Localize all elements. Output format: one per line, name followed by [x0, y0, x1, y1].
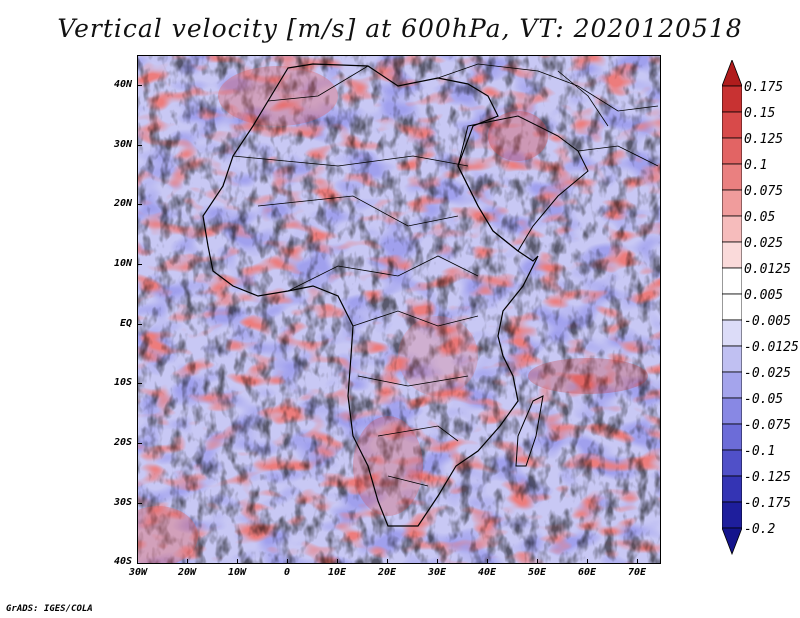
- colorbar-swatch: [722, 137, 742, 165]
- lon-tick: [187, 559, 188, 564]
- lon-label-20w: 20W: [177, 567, 197, 578]
- colorbar-label: -0.05: [744, 392, 784, 407]
- lon-label-30w: 30W: [128, 567, 148, 578]
- lat-label-30s: 30S: [113, 497, 132, 508]
- colorbar-swatch: [722, 215, 742, 243]
- lat-tick: [137, 264, 142, 265]
- lon-label-0: 0: [283, 567, 291, 578]
- lon-label-20e: 20E: [377, 567, 397, 578]
- lon-tick: [587, 559, 588, 564]
- colorbar-label: -0.025: [744, 366, 791, 381]
- lon-label-70e: 70E: [627, 567, 647, 578]
- colorbar-label: -0.005: [744, 314, 791, 329]
- colorbar-swatch: [722, 85, 742, 113]
- lat-label-eq: EQ: [119, 318, 132, 329]
- lat-label-10s: 10S: [113, 377, 132, 388]
- colorbar-swatch: [722, 319, 742, 347]
- lon-tick: [637, 559, 638, 564]
- colorbar-label: 0.025: [744, 236, 784, 251]
- colorbar-swatch: [722, 449, 742, 477]
- velocity-map: [137, 55, 661, 564]
- colorbar-label: -0.0125: [744, 340, 799, 355]
- lat-tick: [137, 85, 142, 86]
- lat-label-10n: 10N: [113, 258, 132, 269]
- lon-label-10e: 10E: [327, 567, 347, 578]
- field-layer: [138, 56, 660, 563]
- colorbar-label: -0.125: [744, 470, 791, 485]
- lon-tick: [537, 559, 538, 564]
- colorbar-swatch: [722, 345, 742, 373]
- colorbar-swatch: [722, 189, 742, 217]
- lat-tick: [137, 145, 142, 146]
- lat-label-20s: 20S: [113, 437, 132, 448]
- lat-tick: [137, 324, 142, 325]
- colorbar-swatch: [722, 293, 742, 321]
- lon-label-60e: 60E: [577, 567, 597, 578]
- colorbar-label: 0.15: [744, 106, 776, 121]
- colorbar-swatch: [722, 371, 742, 399]
- colorbar-label: -0.1: [744, 444, 776, 459]
- lat-label-40s: 40S: [113, 556, 132, 567]
- colorbar-swatch: [722, 163, 742, 191]
- colorbar-bottom-arrow: [722, 527, 742, 555]
- colorbar: [722, 60, 742, 555]
- lat-label-40n: 40N: [113, 79, 132, 90]
- colorbar-swatch: [722, 267, 742, 295]
- colorbar-label: -0.2: [744, 522, 776, 537]
- colorbar-label: 0.05: [744, 210, 776, 225]
- lat-label-30n: 30N: [113, 139, 132, 150]
- colorbar-label: 0.175: [744, 80, 784, 95]
- lat-tick: [137, 383, 142, 384]
- colorbar-label: -0.075: [744, 418, 791, 433]
- colorbar-label: 0.125: [744, 132, 784, 147]
- lon-tick: [287, 559, 288, 564]
- lon-label-10w: 10W: [227, 567, 247, 578]
- colorbar-top-arrow: [722, 60, 742, 87]
- colorbar-swatch: [722, 241, 742, 269]
- colorbar-label: 0.0125: [744, 262, 791, 277]
- colorbar-label: -0.175: [744, 496, 791, 511]
- lon-tick: [237, 559, 238, 564]
- lat-tick: [137, 204, 142, 205]
- lon-tick: [387, 559, 388, 564]
- colorbar-label: 0.005: [744, 288, 784, 303]
- grads-credit: GrADS: IGES/COLA: [6, 604, 93, 614]
- colorbar-swatch: [722, 423, 742, 451]
- colorbar-swatch: [722, 111, 742, 139]
- colorbar-label: 0.075: [744, 184, 784, 199]
- lat-tick: [137, 503, 142, 504]
- colorbar-swatch: [722, 397, 742, 425]
- colorbar-swatch: [722, 475, 742, 503]
- lat-tick: [137, 443, 142, 444]
- lon-tick: [437, 559, 438, 564]
- lon-tick: [487, 559, 488, 564]
- lon-label-40e: 40E: [477, 567, 497, 578]
- map-title: Vertical velocity [m/s] at 600hPa, VT: 2…: [57, 14, 743, 43]
- colorbar-swatch: [722, 501, 742, 529]
- lon-label-50e: 50E: [527, 567, 547, 578]
- lon-label-30e: 30E: [427, 567, 447, 578]
- lat-label-20n: 20N: [113, 198, 132, 209]
- colorbar-label: 0.1: [744, 158, 768, 173]
- lon-tick: [337, 559, 338, 564]
